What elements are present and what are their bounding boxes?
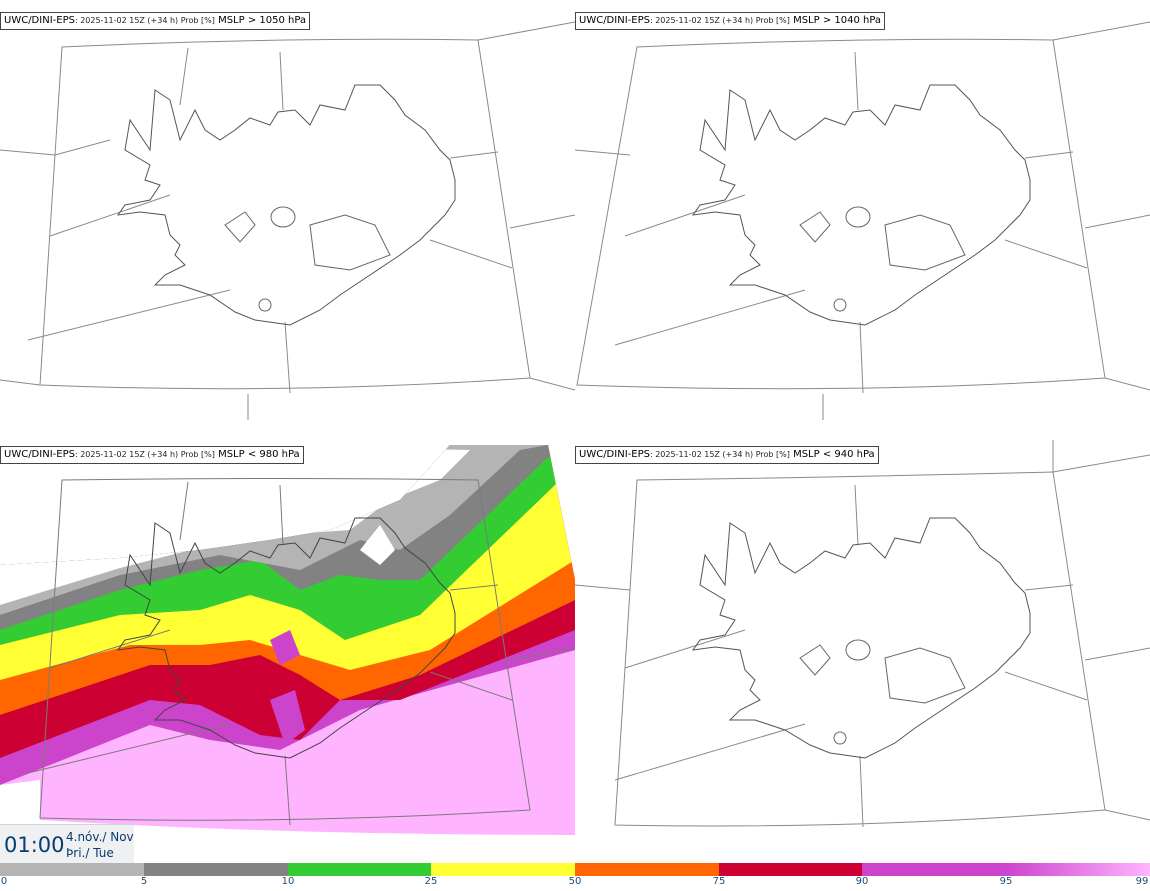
probability-legend: 0 5 10 25 50 75 90 95 99	[0, 860, 1150, 891]
panel-title: UWC/DINI-EPS: 2025-11-02 15Z (+34 h) Pro…	[575, 12, 886, 30]
iceland-map-4	[575, 440, 1150, 828]
legend-label: 50	[568, 876, 582, 887]
map-panel-mslp-1040: UWC/DINI-EPS: 2025-11-02 15Z (+34 h) Pro…	[575, 0, 1150, 432]
legend-label: 99	[1135, 876, 1149, 887]
iceland-coastline	[116, 517, 456, 759]
legend-label: 10	[281, 876, 295, 887]
legend-band-50-75	[575, 863, 719, 876]
map-panel-mslp-940: UWC/DINI-EPS: 2025-11-02 15Z (+34 h) Pro…	[575, 440, 1150, 860]
iceland-coastline	[116, 84, 456, 326]
legend-band-0-5	[0, 863, 144, 876]
legend-band-5-10	[144, 863, 288, 876]
legend-label: 90	[855, 876, 869, 887]
legend-label: 5	[140, 876, 148, 887]
legend-band-75-90	[719, 863, 862, 876]
legend-band-25-50	[431, 863, 575, 876]
legend-label: 25	[424, 876, 438, 887]
valid-time: 01:00	[4, 833, 65, 857]
panel-title: UWC/DINI-EPS: 2025-11-02 15Z (+34 h) Pro…	[575, 446, 879, 464]
legend-band-95-99	[1006, 863, 1150, 876]
panel-title: UWC/DINI-EPS: 2025-11-02 15Z (+34 h) Pro…	[0, 446, 304, 464]
legend-label: 75	[712, 876, 726, 887]
iceland-coastline	[691, 517, 1031, 759]
legend-band-10-25	[288, 863, 431, 876]
map-panel-mslp-980: UWC/DINI-EPS: 2025-11-02 15Z (+34 h) Pro…	[0, 440, 575, 860]
valid-date-line2: Þri./ Tue	[66, 846, 114, 860]
iceland-map-2	[575, 21, 1150, 420]
valid-time-box: 01:00 4.nóv./ Nov Þri./ Tue	[0, 824, 134, 865]
iceland-map-1	[0, 21, 575, 420]
legend-band-90-95	[862, 863, 1006, 876]
iceland-map-3	[0, 445, 575, 835]
valid-date-line1: 4.nóv./ Nov	[66, 830, 134, 844]
legend-label: 95	[999, 876, 1013, 887]
map-panel-mslp-1050: UWC/DINI-EPS: 2025-11-02 15Z (+34 h) Pro…	[0, 0, 575, 432]
iceland-coastline	[691, 84, 1031, 326]
panel-title: UWC/DINI-EPS: 2025-11-02 15Z (+34 h) Pro…	[0, 12, 311, 30]
legend-label: 0	[0, 876, 8, 887]
